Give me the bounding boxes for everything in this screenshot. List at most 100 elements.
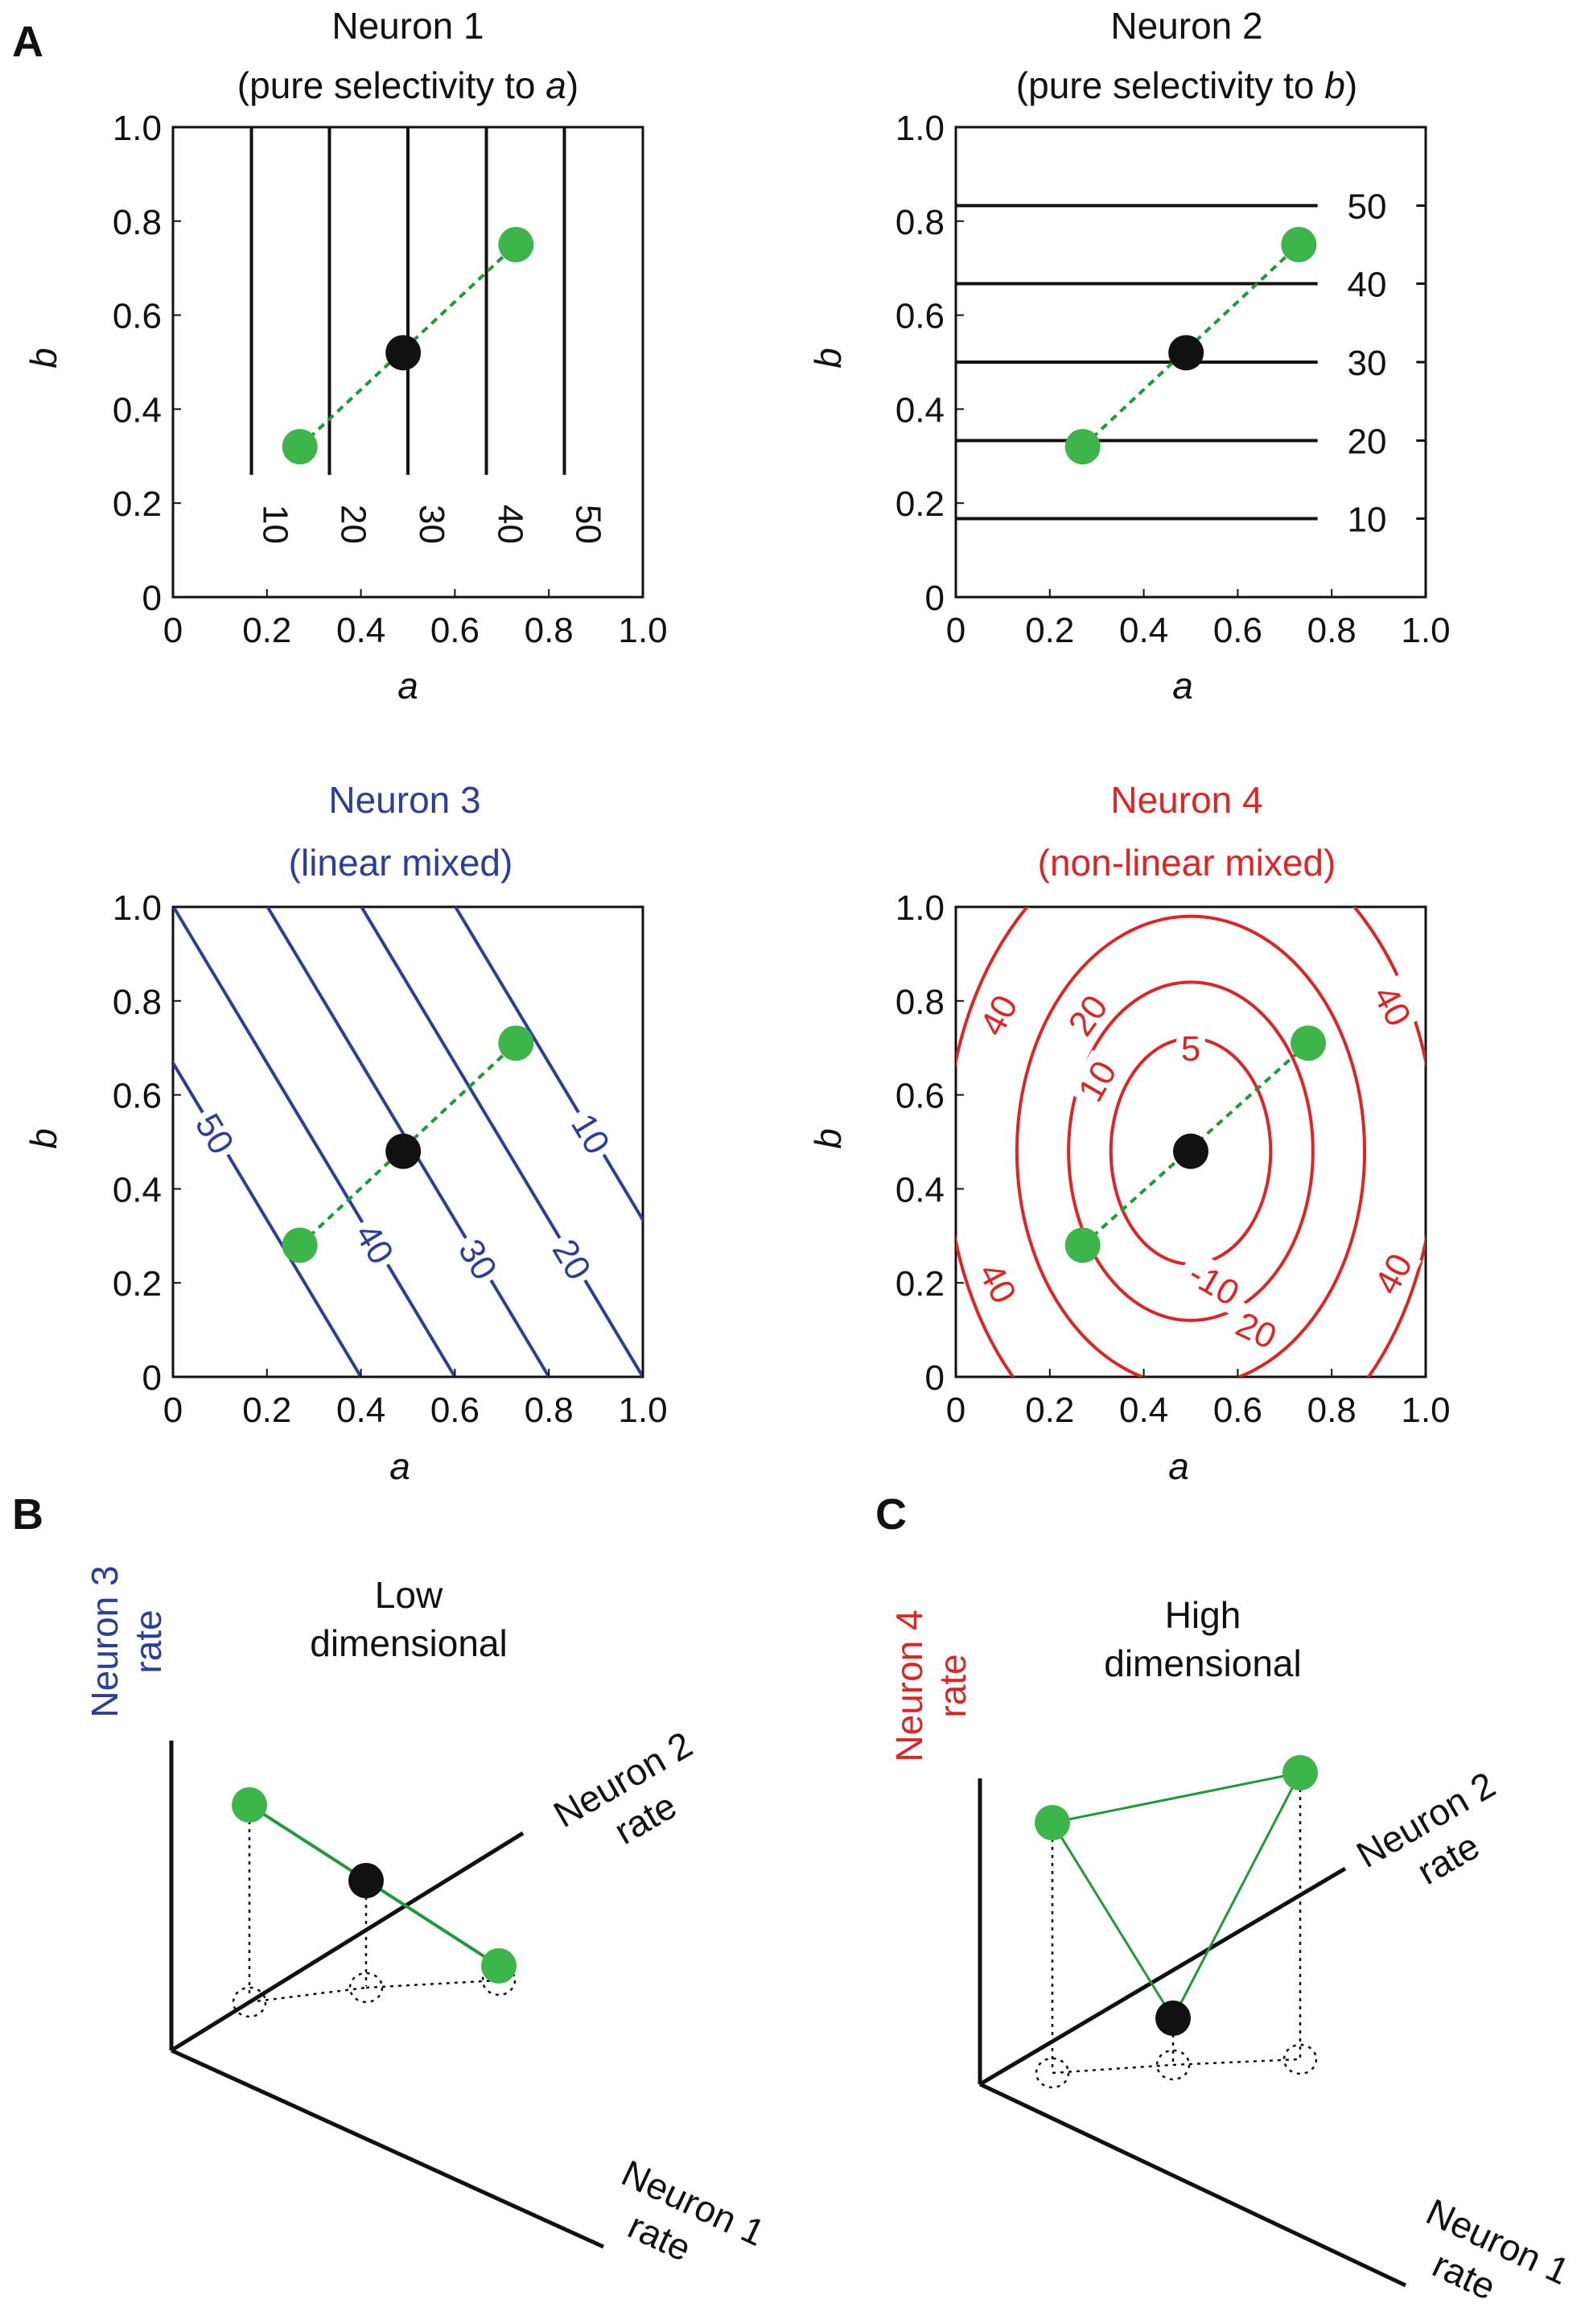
green-point	[1064, 1227, 1101, 1263]
contour-label-text: 50	[187, 1107, 241, 1161]
contour-labels: 10 20 30 40 50	[256, 505, 608, 544]
y-tick-label: 0.6	[895, 1077, 945, 1116]
contour-line	[1015, 914, 1367, 1377]
contour-label: 5	[1176, 1028, 1205, 1069]
x-tick-label: 0.8	[525, 1391, 574, 1430]
contour-label: 30	[1348, 344, 1387, 383]
x-tick-label: 0.2	[1025, 611, 1074, 650]
y-tick-label: 1.0	[895, 888, 945, 928]
y-tick-label: 0.2	[895, 484, 945, 524]
contour-label-text: 30	[451, 1233, 504, 1287]
panel-label-a: A	[12, 18, 43, 66]
contour-line	[173, 907, 457, 1377]
contour-label: 10	[1348, 500, 1387, 539]
y-tick-label: 0.2	[113, 484, 162, 524]
chart-title: Neuron 1	[331, 5, 484, 47]
chart-neuron-4: Neuron 4 (non-linear mixed) 510-10202040…	[807, 779, 1451, 1487]
black-point	[348, 1863, 384, 1898]
projection-shadow	[1282, 2043, 1318, 2075]
green-point	[1282, 1755, 1318, 1790]
green-point	[1281, 227, 1317, 262]
chart-neuron-1: Neuron 1 (pure selectivity to a) 10 20 30 4…	[23, 5, 668, 707]
green-point	[232, 1787, 267, 1823]
y-axis-label: b	[23, 348, 64, 369]
contour-label-text: 5	[1181, 1029, 1200, 1069]
x-axis-label: a	[1168, 1445, 1189, 1487]
y-tick-label: 0.2	[895, 1264, 945, 1304]
green-point	[1291, 1025, 1326, 1061]
y-tick-label: 0.8	[895, 203, 945, 242]
contour-label: 20	[333, 505, 373, 544]
y-axis-label: b	[23, 1128, 64, 1149]
y-tick-label: 0.4	[113, 1170, 162, 1209]
x-tick-label: 0	[163, 1391, 183, 1430]
projection-lines	[1035, 1773, 1318, 2089]
neuron-1-axis	[170, 2048, 605, 2249]
contour-label-text: 40	[973, 989, 1026, 1042]
green-point	[498, 227, 534, 262]
chart-neuron-3: Neuron 3 (linear mixed) 50 40 30 20 10 00 0.2…	[23, 779, 668, 1487]
green-point	[282, 429, 318, 465]
y-tick-label: 0.4	[895, 1170, 945, 1209]
green-point	[498, 1025, 534, 1061]
projection-shadow	[1035, 2057, 1070, 2089]
panel-c-vertical-axis-label: Neuron 4rate	[888, 1609, 974, 1762]
panel-c-neuron1-axis-label: Neuron 1rate	[1401, 2190, 1575, 2324]
y-tick-label: 0.6	[113, 1077, 162, 1116]
contour-label-text: 40	[347, 1217, 401, 1271]
panel-b-neuron2-axis-label: Neuron 2rate	[546, 1723, 722, 1874]
contour-label: 40	[491, 505, 530, 544]
panel-b-vertical-axis-label: Neuron 3rate	[84, 1565, 169, 1717]
chart-subtitle: (pure selectivity to b)	[1016, 64, 1357, 106]
projection-shadow	[348, 1972, 384, 2004]
y-tick-label: 0.6	[895, 297, 945, 336]
y-axis-label: b	[807, 1128, 849, 1149]
axis-label-line1: Neuron 3	[84, 1565, 126, 1717]
plot-frame	[171, 905, 644, 1378]
neuron-2-axis	[978, 1866, 1347, 2087]
x-tick-label: 0.8	[525, 611, 574, 650]
x-tick-label: 0.4	[1119, 1391, 1168, 1430]
x-tick-label: 0.8	[1307, 611, 1357, 650]
green-point	[481, 1948, 517, 1984]
chart-subtitle: (pure selectivity to a)	[237, 64, 578, 106]
contour-label: 30	[449, 1228, 508, 1291]
x-tick-label: 0.6	[1213, 611, 1262, 650]
x-tick-label: 0.8	[1307, 1391, 1357, 1430]
contour-label: 10	[256, 505, 295, 544]
x-tick-label: 0	[946, 1391, 965, 1430]
y-tick-label: 0.8	[113, 983, 162, 1022]
contour-label: 20	[542, 1228, 602, 1291]
x-tick-label: 0.6	[430, 611, 480, 650]
x-tick-label: 1.0	[618, 611, 667, 650]
x-tick-label: 0.4	[1119, 611, 1168, 650]
contour-label: 40	[345, 1212, 405, 1275]
projection-shadow	[481, 1964, 517, 1996]
green-point	[282, 1227, 318, 1263]
x-tick-label: 1.0	[1401, 1391, 1450, 1430]
x-tick-label: 0.2	[242, 1391, 291, 1430]
contour-label: 40	[969, 1251, 1027, 1314]
contour-label: 40	[969, 984, 1027, 1046]
black-point	[385, 1133, 422, 1169]
contour-label-text: 20	[545, 1233, 599, 1287]
panel-c-title-line1: High	[1165, 1594, 1241, 1636]
panel-b-neuron1-axis-label: Neuron 1rate	[596, 2152, 771, 2295]
y-tick-label: 1.0	[113, 109, 162, 148]
panel-b-title-line1: Low	[375, 1574, 443, 1616]
contour-lines	[956, 204, 1318, 521]
y-tick-label: 0	[142, 1358, 162, 1398]
y-tick-label: 0.2	[113, 1264, 162, 1304]
contour-label: 40	[1348, 265, 1387, 304]
nonlinear-triangle	[1050, 1770, 1303, 2021]
neuron-2-axis	[170, 1831, 525, 2053]
data-points	[1064, 227, 1317, 465]
x-tick-label: 0.2	[1025, 1391, 1074, 1430]
chart-title: Neuron 3	[328, 779, 480, 821]
panel-label-c: C	[875, 1490, 907, 1539]
contour-label: 20	[1348, 422, 1387, 462]
x-tick-label: 0.4	[336, 611, 385, 650]
contour-label: 10	[562, 1102, 621, 1165]
contour-label: 50	[1348, 187, 1387, 227]
